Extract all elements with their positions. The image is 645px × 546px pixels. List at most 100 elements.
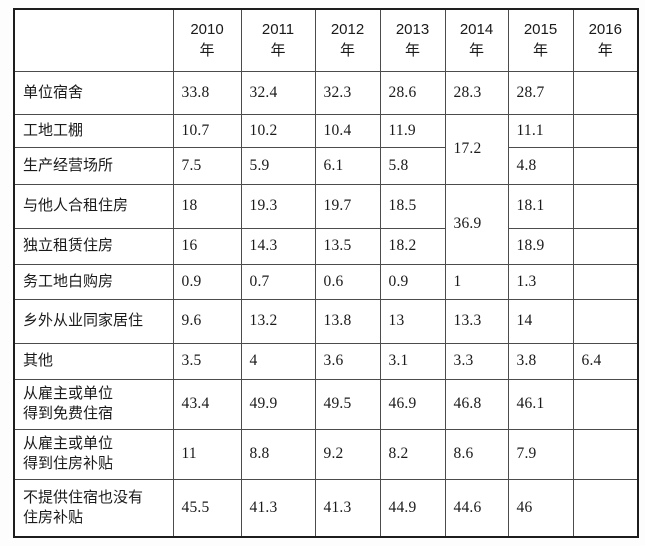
table-cell: 18.1: [507, 183, 574, 229]
year-number: 2011: [261, 21, 295, 39]
table-cell: 3.5: [172, 342, 242, 380]
table-cell: 16: [172, 227, 242, 265]
table-cell: 7.5: [172, 146, 242, 185]
merged-cell-2014: 36.9: [444, 183, 509, 265]
corner-cell: [13, 8, 174, 72]
table-cell: 9.2: [314, 428, 381, 480]
table-cell: 28.3: [444, 70, 509, 115]
table-row: 乡外从业同家居住 9.6 13.2 13.8 13 13.3 14: [13, 298, 639, 344]
table-cell: 32.4: [240, 70, 316, 115]
row-label: 生产经营场所: [13, 146, 174, 185]
row-label: 务工地白购房: [13, 263, 174, 300]
table-cell: 4.8: [507, 146, 574, 185]
table-cell: 11: [172, 428, 242, 480]
table-cell: 10.7: [172, 113, 242, 148]
table-cell: [572, 263, 639, 300]
table-cell: 10.4: [314, 113, 381, 148]
table-cell: 11.1: [507, 113, 574, 148]
year-number: 2014: [459, 21, 494, 39]
table-cell: [572, 183, 639, 229]
table-cell: [572, 146, 639, 185]
table-cell: 14.3: [240, 227, 316, 265]
table-row: 与他人合租住房 18 19.3 19.7 18.5 36.9 18.1: [13, 183, 639, 265]
table-cell: 0.9: [172, 263, 242, 300]
table-cell: 13.5: [314, 227, 381, 265]
table-cell: [572, 70, 639, 115]
year-header-2014: 2014 年: [444, 8, 509, 72]
table-cell: 4: [240, 342, 316, 380]
table-cell: 3.3: [444, 342, 509, 380]
table-row: 其他 3.5 4 3.6 3.1 3.3 3.8 6.4: [13, 342, 639, 380]
table-cell: 5.8: [379, 146, 446, 185]
year-header-2012: 2012 年: [314, 8, 381, 72]
year-suffix: 年: [199, 42, 215, 60]
table-cell: 0.6: [314, 263, 381, 300]
table-row: 不提供住宿也没有 住房补贴 45.5 41.3 41.3 44.9 44.6 4…: [13, 478, 639, 538]
table-cell: 6.4: [572, 342, 639, 380]
row-label: 其他: [13, 342, 174, 380]
table-row: 独立租赁住房 16 14.3 13.5 18.2 18.9: [13, 227, 639, 265]
year-header-2010: 2010 年: [172, 8, 242, 72]
table-cell: 11.9: [379, 113, 446, 148]
table-cell: [572, 428, 639, 480]
table-cell: 8.6: [444, 428, 509, 480]
table-cell: 43.4: [172, 378, 242, 430]
row-label: 不提供住宿也没有 住房补贴: [13, 478, 174, 538]
table-cell: 14: [507, 298, 574, 344]
year-header-2013: 2013 年: [379, 8, 446, 72]
table-cell: 41.3: [240, 478, 316, 538]
table-cell: 49.5: [314, 378, 381, 430]
table-cell: 7.9: [507, 428, 574, 480]
table-cell: 0.7: [240, 263, 316, 300]
table-cell: 13.3: [444, 298, 509, 344]
table-cell: 19.3: [240, 183, 316, 229]
row-label: 乡外从业同家居住: [13, 298, 174, 344]
table-row: 生产经营场所 7.5 5.9 6.1 5.8 4.8: [13, 146, 639, 185]
table-cell: 1: [444, 263, 509, 300]
header-row: 2010 年 2011 年 2012 年 2013 年 2014 年 2015 年 2016…: [13, 8, 639, 72]
year-number: 2015: [523, 21, 558, 39]
year-suffix: 年: [532, 42, 548, 60]
table-cell: 10.2: [240, 113, 316, 148]
table-cell: [572, 298, 639, 344]
table-row: 单位宿舍 33.8 32.4 32.3 28.6 28.3 28.7: [13, 70, 639, 115]
year-number: 2010: [190, 21, 224, 39]
table-cell: 3.1: [379, 342, 446, 380]
table-cell: 28.7: [507, 70, 574, 115]
year-suffix: 年: [468, 42, 484, 60]
table-cell: 28.6: [379, 70, 446, 115]
table-cell: 18: [172, 183, 242, 229]
table-cell: 46.1: [507, 378, 574, 430]
table-cell: 49.9: [240, 378, 316, 430]
year-suffix: 年: [404, 42, 420, 60]
table-cell: 1.3: [507, 263, 574, 300]
table-cell: 19.7: [314, 183, 381, 229]
table-row: 务工地白购房 0.9 0.7 0.6 0.9 1 1.3: [13, 263, 639, 300]
year-header-2011: 2011 年: [240, 8, 316, 72]
merged-cell-2014: 17.2: [444, 113, 509, 185]
table-cell: 8.2: [379, 428, 446, 480]
table-row: 从雇主或单位 得到住房补贴 11 8.8 9.2 8.2 8.6 7.9: [13, 428, 639, 480]
table-cell: [572, 227, 639, 265]
year-suffix: 年: [270, 42, 286, 60]
row-label: 单位宿舍: [13, 70, 174, 115]
table-cell: 46.8: [444, 378, 509, 430]
table-cell: 13.8: [314, 298, 381, 344]
year-number: 2012: [330, 21, 365, 39]
year-header-2016: 2016 年: [572, 8, 639, 72]
table-cell: 44.9: [379, 478, 446, 538]
table-cell: 13.2: [240, 298, 316, 344]
table-cell: 3.6: [314, 342, 381, 380]
table-cell: 13: [379, 298, 446, 344]
year-suffix: 年: [339, 42, 355, 60]
table-cell: 44.6: [444, 478, 509, 538]
row-label: 独立租赁住房: [13, 227, 174, 265]
table-cell: 46: [507, 478, 574, 538]
table-cell: 33.8: [172, 70, 242, 115]
row-label: 与他人合租住房: [13, 183, 174, 229]
table-cell: 5.9: [240, 146, 316, 185]
table-cell: 41.3: [314, 478, 381, 538]
year-suffix: 年: [597, 42, 613, 60]
table-row: 从雇主或单位 得到免费住宿 43.4 49.9 49.5 46.9 46.8 4…: [13, 378, 639, 430]
table-cell: 46.9: [379, 378, 446, 430]
